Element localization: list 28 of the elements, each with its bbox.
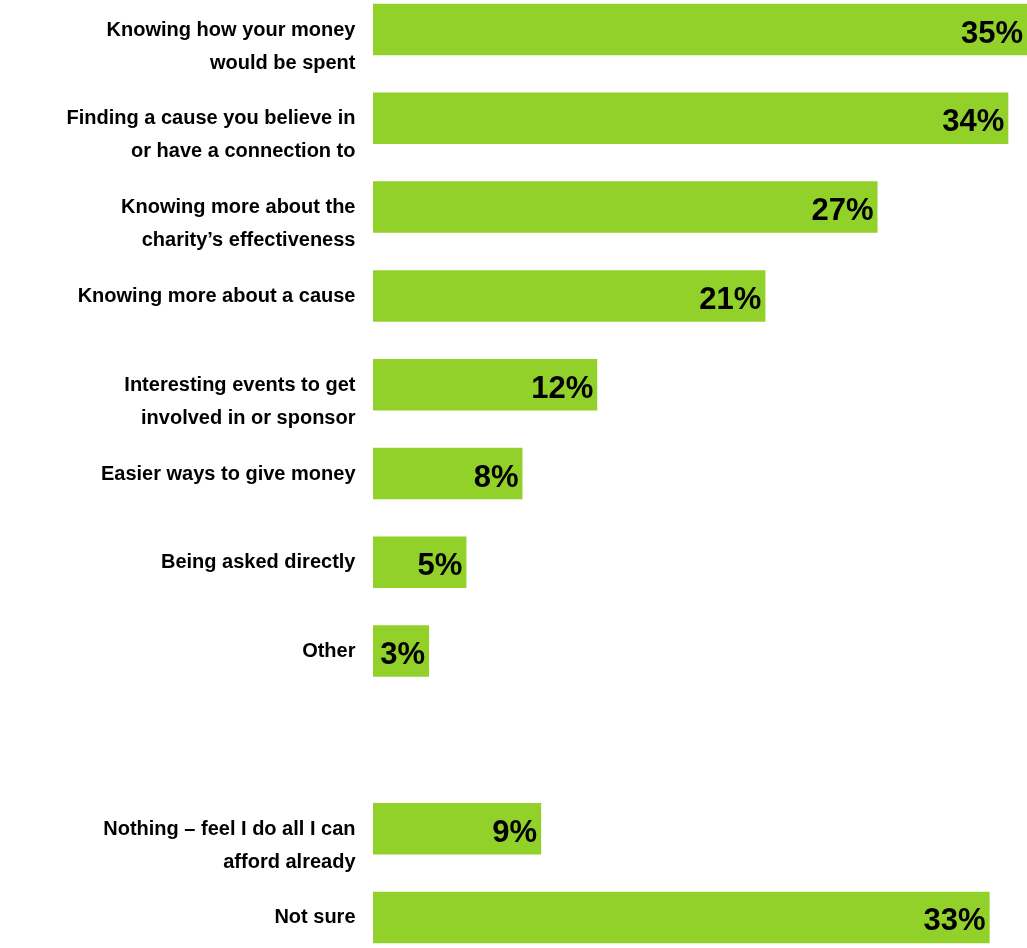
data-label: 35% (960, 14, 1023, 50)
data-label: 21% (699, 280, 762, 316)
data-label: 33% (923, 902, 986, 938)
data-label: 8% (473, 458, 519, 494)
data-label: 5% (417, 547, 463, 583)
y-tick-label: Being asked directly (160, 550, 357, 573)
bar (373, 447, 523, 500)
bar (373, 358, 598, 411)
y-tick-label: Knowing more about the charity’s effectiveness (121, 195, 356, 251)
data-label: 27% (811, 192, 874, 228)
y-tick-label: Interesting events to get involved in or sponsor (124, 372, 356, 428)
bar (373, 92, 1009, 145)
data-label: 3% (380, 636, 426, 672)
bar (373, 270, 766, 322)
bar (373, 802, 542, 855)
y-tick-label: Knowing how your money would be spent (106, 17, 357, 73)
bar (373, 3, 1027, 56)
y-tick-label: Easier ways to give money (100, 461, 357, 484)
data-label: 9% (492, 813, 538, 849)
y-tick-label: Nothing – feel I do all I can afford already (103, 816, 357, 872)
y-tick-label: Knowing more about a cause (77, 283, 356, 306)
data-label: 12% (531, 369, 594, 405)
y-tick-label: Not sure (274, 905, 356, 928)
y-tick-label: Other (302, 639, 356, 662)
data-label: 34% (942, 103, 1005, 139)
y-tick-label: Finding a cause you believe in or have a connection to (66, 106, 356, 162)
bar (373, 181, 878, 233)
bar (373, 891, 990, 944)
